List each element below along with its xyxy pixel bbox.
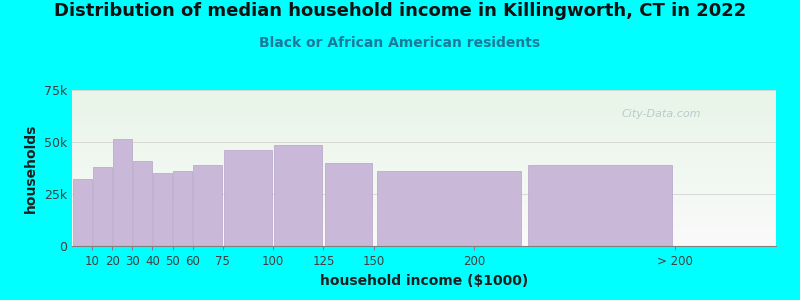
Bar — [274, 145, 322, 246]
Bar — [153, 173, 172, 246]
Bar — [133, 161, 152, 246]
Bar — [194, 165, 222, 246]
Bar — [528, 165, 672, 246]
Bar — [325, 163, 373, 246]
Bar — [73, 179, 92, 246]
Bar — [173, 171, 192, 246]
Bar — [378, 171, 521, 246]
Text: City-Data.com: City-Data.com — [621, 109, 701, 119]
Bar — [113, 139, 132, 246]
X-axis label: household income ($1000): household income ($1000) — [320, 274, 528, 288]
Text: Distribution of median household income in Killingworth, CT in 2022: Distribution of median household income … — [54, 2, 746, 20]
Bar — [93, 167, 112, 246]
Bar — [224, 150, 272, 246]
Y-axis label: households: households — [24, 123, 38, 213]
Text: Black or African American residents: Black or African American residents — [259, 36, 541, 50]
